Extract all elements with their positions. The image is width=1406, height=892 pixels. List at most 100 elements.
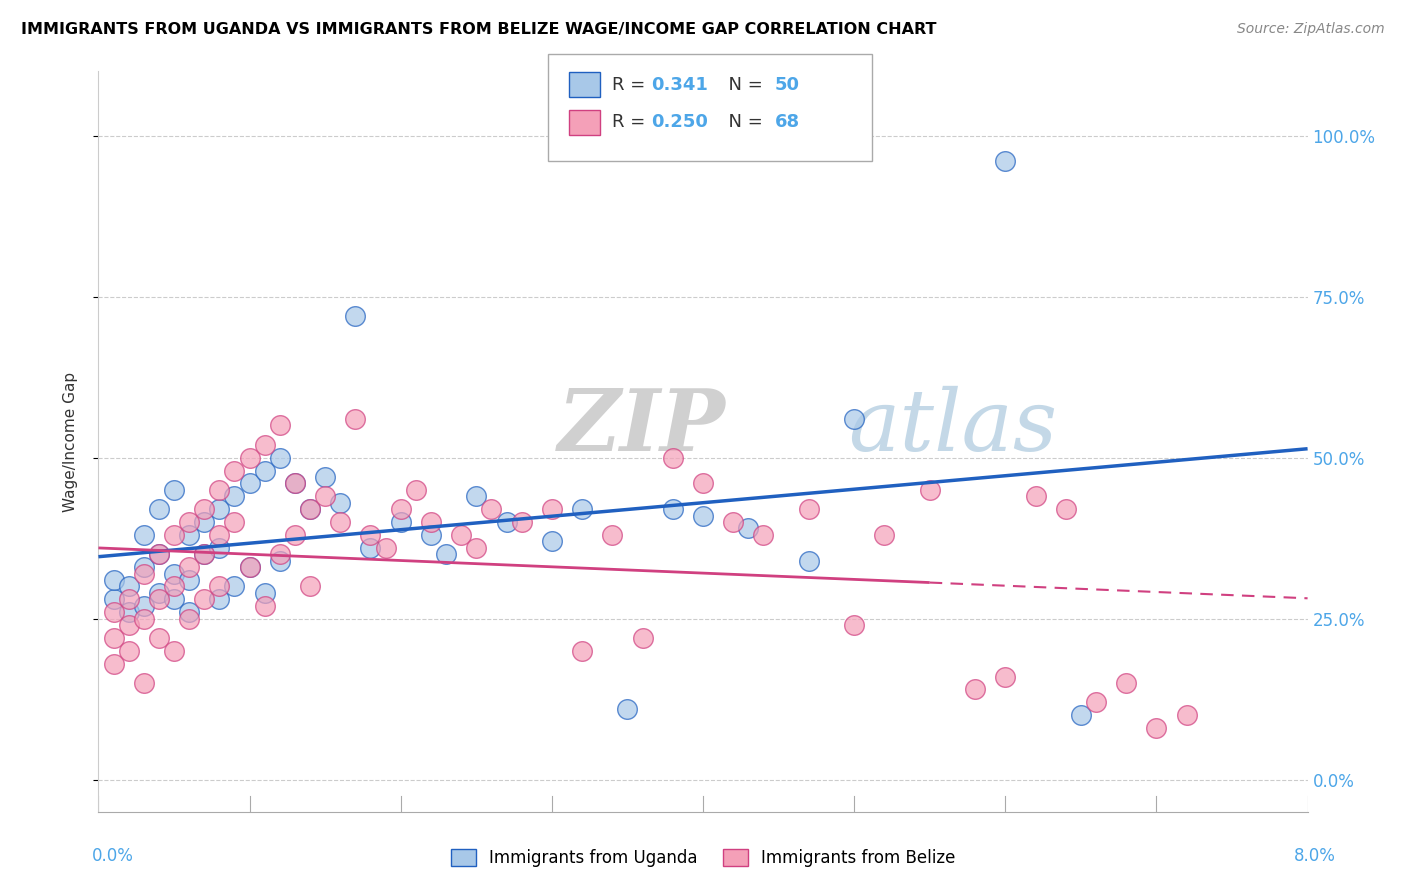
- Point: [239, 560, 262, 574]
- Point: [692, 476, 714, 491]
- Point: [118, 605, 141, 619]
- Point: [420, 515, 443, 529]
- Point: [344, 412, 367, 426]
- Point: [148, 547, 170, 561]
- Point: [344, 309, 367, 323]
- Point: [1025, 489, 1047, 503]
- Point: [132, 560, 155, 574]
- Point: [148, 631, 170, 645]
- Text: N =: N =: [717, 113, 769, 131]
- Point: [752, 528, 775, 542]
- Point: [148, 592, 170, 607]
- Text: IMMIGRANTS FROM UGANDA VS IMMIGRANTS FROM BELIZE WAGE/INCOME GAP CORRELATION CHA: IMMIGRANTS FROM UGANDA VS IMMIGRANTS FRO…: [21, 22, 936, 37]
- Point: [118, 592, 141, 607]
- Point: [465, 489, 488, 503]
- Point: [148, 502, 170, 516]
- Point: [314, 489, 336, 503]
- Point: [163, 644, 186, 658]
- Y-axis label: Wage/Income Gap: Wage/Income Gap: [63, 371, 77, 512]
- Point: [540, 534, 562, 549]
- Point: [602, 528, 624, 542]
- Point: [103, 631, 125, 645]
- Point: [540, 502, 562, 516]
- Point: [148, 586, 170, 600]
- Point: [571, 644, 593, 658]
- Text: R =: R =: [612, 113, 651, 131]
- Point: [314, 470, 336, 484]
- Point: [571, 502, 593, 516]
- Point: [163, 579, 186, 593]
- Point: [723, 515, 745, 529]
- Point: [1146, 721, 1168, 735]
- Text: ZIP: ZIP: [558, 385, 725, 468]
- Point: [103, 592, 125, 607]
- Text: 68: 68: [775, 113, 800, 131]
- Point: [193, 592, 215, 607]
- Point: [269, 554, 291, 568]
- Point: [284, 528, 307, 542]
- Point: [224, 489, 246, 503]
- Point: [239, 560, 262, 574]
- Point: [918, 483, 941, 497]
- Point: [420, 528, 443, 542]
- Point: [1054, 502, 1077, 516]
- Point: [284, 476, 307, 491]
- Point: [103, 657, 125, 671]
- Point: [253, 586, 276, 600]
- Point: [208, 483, 231, 497]
- Point: [118, 618, 141, 632]
- Point: [253, 599, 276, 613]
- Point: [132, 566, 155, 581]
- Point: [132, 676, 155, 690]
- Point: [179, 573, 201, 587]
- Text: atlas: atlas: [848, 385, 1057, 468]
- Point: [994, 154, 1017, 169]
- Point: [118, 579, 141, 593]
- Point: [360, 528, 382, 542]
- Point: [224, 515, 246, 529]
- Point: [132, 599, 155, 613]
- Point: [208, 541, 231, 555]
- Point: [873, 528, 896, 542]
- Point: [1175, 708, 1198, 723]
- Text: 8.0%: 8.0%: [1294, 847, 1336, 864]
- Point: [253, 438, 276, 452]
- Point: [193, 502, 215, 516]
- Point: [360, 541, 382, 555]
- Point: [103, 573, 125, 587]
- Point: [163, 592, 186, 607]
- Point: [163, 528, 186, 542]
- Point: [193, 547, 215, 561]
- Point: [269, 547, 291, 561]
- Point: [132, 528, 155, 542]
- Point: [179, 611, 201, 625]
- Point: [797, 502, 820, 516]
- Point: [844, 618, 866, 632]
- Point: [434, 547, 457, 561]
- Point: [405, 483, 427, 497]
- Point: [1115, 676, 1137, 690]
- Point: [132, 611, 155, 625]
- Point: [224, 579, 246, 593]
- Point: [299, 502, 322, 516]
- Point: [269, 418, 291, 433]
- Point: [253, 463, 276, 477]
- Point: [284, 476, 307, 491]
- Point: [179, 515, 201, 529]
- Text: 0.250: 0.250: [651, 113, 707, 131]
- Point: [299, 502, 322, 516]
- Point: [193, 547, 215, 561]
- Point: [631, 631, 654, 645]
- Point: [661, 502, 683, 516]
- Point: [737, 521, 759, 535]
- Point: [179, 605, 201, 619]
- Text: R =: R =: [612, 76, 651, 94]
- Point: [299, 579, 322, 593]
- Point: [239, 450, 262, 465]
- Point: [148, 547, 170, 561]
- Point: [510, 515, 533, 529]
- Point: [163, 483, 186, 497]
- Point: [329, 496, 352, 510]
- Text: N =: N =: [717, 76, 769, 94]
- Point: [224, 463, 246, 477]
